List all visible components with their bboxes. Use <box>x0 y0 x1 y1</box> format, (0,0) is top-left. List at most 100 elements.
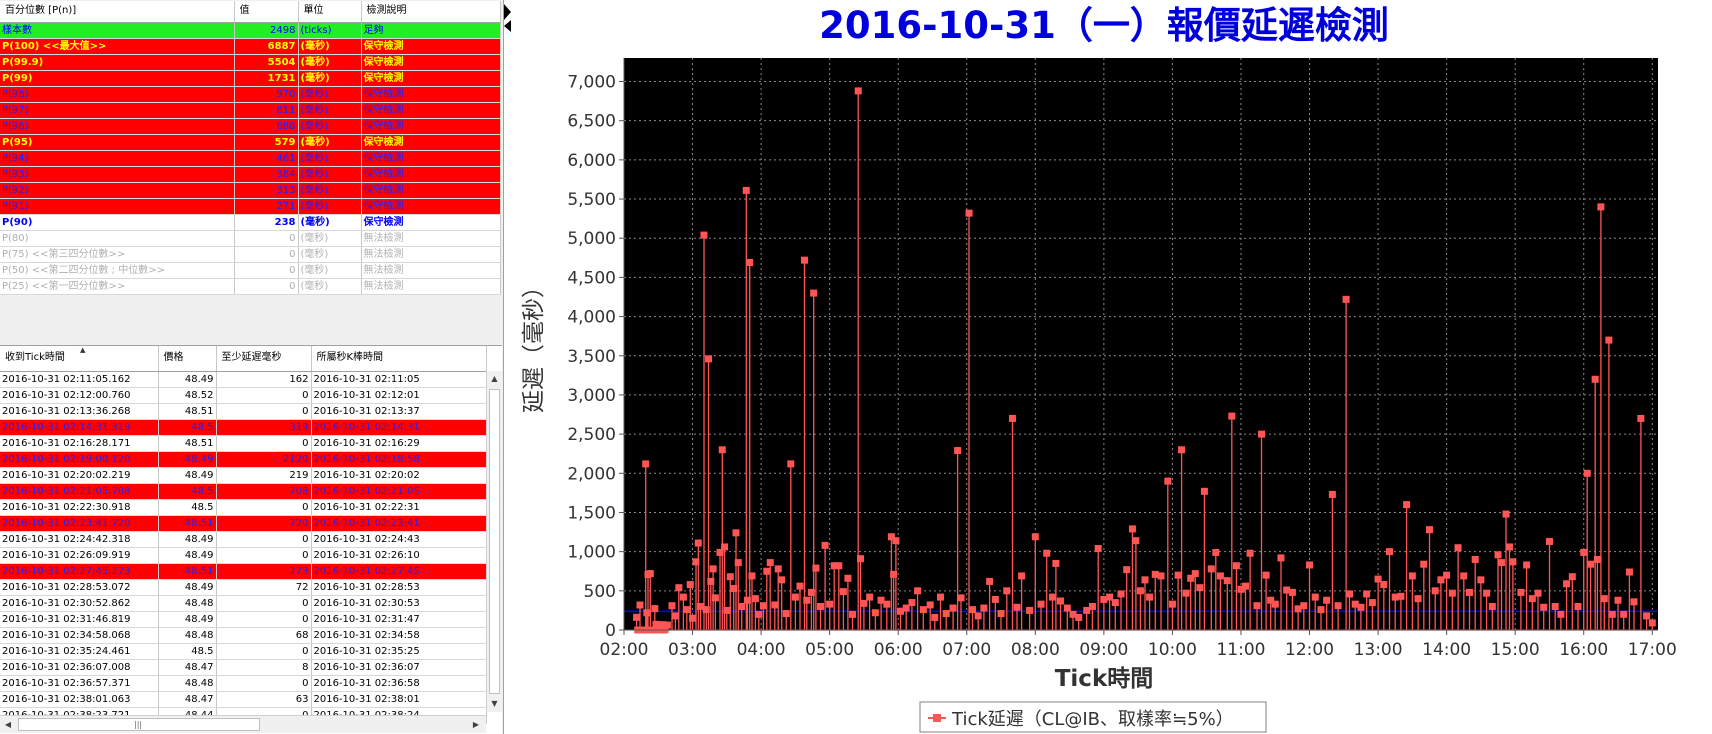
data-point <box>1069 610 1077 618</box>
header-value[interactable]: 值 <box>234 1 299 23</box>
percentile-value: 811 <box>234 102 299 119</box>
tick-row[interactable]: 2016-10-31 02:19:00.120 48.49 2120 2016-10-… <box>0 451 487 468</box>
tick-row[interactable]: 2016-10-31 02:31:46.819 48.49 0 2016-10-31 … <box>0 611 487 628</box>
scroll-up-icon[interactable]: ▲ <box>491 374 498 383</box>
data-point <box>1083 606 1091 614</box>
scroll-left-icon[interactable]: ◀ <box>4 720 12 729</box>
percentile-unit: (毫秒) <box>298 182 362 199</box>
percentile-row[interactable]: P(99.9) 5504 (毫秒) 保守檢測 <box>0 54 501 71</box>
percentile-description: 保守檢測 <box>361 38 501 55</box>
data-point <box>791 593 799 601</box>
percentile-row[interactable]: P(80) 0 (毫秒) 無法檢測 <box>0 230 501 247</box>
data-point <box>1368 599 1376 607</box>
tick-row[interactable]: 2016-10-31 02:13:36.268 48.51 0 2016-10-31 … <box>0 403 487 420</box>
header-percentile[interactable]: 百分位數 [P(n)] <box>0 1 235 23</box>
panel-splitter[interactable] <box>504 0 512 734</box>
data-point <box>1294 605 1302 613</box>
tick-time: 2016-10-31 02:23:41.720 <box>0 515 159 532</box>
percentile-row[interactable]: P(92) 313 (毫秒) 保守檢測 <box>0 182 501 199</box>
tick-row[interactable]: 2016-10-31 02:28:53.072 48.49 72 2016-10-31… <box>0 579 487 596</box>
percentile-row[interactable]: P(97) 811 (毫秒) 保守檢測 <box>0 102 501 119</box>
percentile-description: 保守檢測 <box>361 54 501 71</box>
tick-row[interactable]: 2016-10-31 02:30:52.862 48.48 0 2016-10-31 … <box>0 595 487 612</box>
data-point <box>1517 588 1525 596</box>
tick-delay: 72 <box>216 579 312 596</box>
tick-row[interactable]: 2016-10-31 02:34:58.068 48.48 68 2016-10-31… <box>0 627 487 644</box>
data-point <box>1497 559 1505 567</box>
data-point <box>743 596 751 604</box>
tick-row[interactable]: 2016-10-31 02:36:07.008 48.47 8 2016-10-31 … <box>0 659 487 676</box>
percentile-label: P(91) <box>0 198 235 215</box>
tick-price: 48.48 <box>158 627 217 644</box>
data-point <box>1008 414 1016 422</box>
percentile-row[interactable]: P(93) 384 (毫秒) 保守檢測 <box>0 166 501 183</box>
collapse-left-icon[interactable] <box>504 20 511 32</box>
vertical-scroll-thumb[interactable] <box>489 389 500 694</box>
tick-time: 2016-10-31 02:26:09.919 <box>0 547 159 564</box>
data-point <box>1505 543 1513 551</box>
data-point <box>782 610 790 618</box>
header-tick-time[interactable]: 收到Tick時間 ▲ <box>0 346 159 372</box>
tick-row[interactable]: 2016-10-31 02:12:00.760 48.52 0 2016-10-31 … <box>0 387 487 404</box>
tick-row[interactable]: 2016-10-31 02:36:57.371 48.48 0 2016-10-31 … <box>0 675 487 692</box>
tick-delay: 0 <box>216 403 312 420</box>
data-point <box>1300 602 1308 610</box>
percentile-row[interactable]: P(75) <<第三四分位數>> 0 (毫秒) 無法檢測 <box>0 246 501 263</box>
percentile-row[interactable]: P(50) <<第二四分位數 ; 中位數>> 0 (毫秒) 無法檢測 <box>0 262 501 279</box>
tick-row[interactable]: 2016-10-31 02:38:01.063 48.47 63 2016-10-31… <box>0 691 487 708</box>
data-point <box>1168 600 1176 608</box>
percentile-row[interactable]: P(96) 688 (毫秒) 保守檢測 <box>0 118 501 135</box>
tick-row[interactable]: 2016-10-31 02:22:30.918 48.5 0 2016-10-31 0… <box>0 499 487 516</box>
y-tick-label: 2,000 <box>567 464 616 484</box>
data-point <box>689 614 697 622</box>
tick-row[interactable]: 2016-10-31 02:21:05.708 48.5 708 2016-10-31… <box>0 483 487 500</box>
percentile-row[interactable]: P(94) 461 (毫秒) 保守檢測 <box>0 150 501 167</box>
horizontal-scroll-thumb[interactable]: ||| <box>18 718 260 731</box>
tick-row[interactable]: 2016-10-31 02:14:31.319 48.5 319 2016-10-31… <box>0 419 487 436</box>
header-bar-time[interactable]: 所屬秒K棒時間 <box>311 346 487 372</box>
percentile-row[interactable]: P(100) <<最大值>> 6887 (毫秒) 保守檢測 <box>0 38 501 55</box>
data-point <box>1574 602 1582 610</box>
tick-row[interactable]: 2016-10-31 02:26:09.919 48.49 0 2016-10-31 … <box>0 547 487 564</box>
data-point <box>1141 576 1149 584</box>
data-point <box>1551 602 1559 610</box>
tick-price: 48.5 <box>158 499 217 516</box>
percentile-row[interactable]: P(95) 579 (毫秒) 保守檢測 <box>0 134 501 151</box>
tick-delay: 0 <box>216 547 312 564</box>
y-tick-label: 1,000 <box>567 543 616 563</box>
tick-delay: 0 <box>216 675 312 692</box>
data-point <box>1593 555 1601 563</box>
tick-delay: 0 <box>216 531 312 548</box>
percentile-row[interactable]: P(25) <<第一四分位數>> 0 (毫秒) 無法檢測 <box>0 278 501 295</box>
percentile-row[interactable]: P(99) 1731 (毫秒) 保守檢測 <box>0 70 501 87</box>
data-point <box>643 609 651 617</box>
vertical-scrollbar[interactable]: ▲ ▼ <box>486 371 502 712</box>
data-point <box>1605 336 1613 344</box>
scroll-down-icon[interactable]: ▼ <box>491 699 498 708</box>
tick-row[interactable]: 2016-10-31 02:11:05.162 48.49 162 2016-10-3… <box>0 371 487 388</box>
percentile-row[interactable]: P(91) 271 (毫秒) 保守檢測 <box>0 198 501 215</box>
data-point <box>1178 446 1186 454</box>
header-price[interactable]: 價格 <box>158 346 217 372</box>
tick-bar-time: 2016-10-31 02:31:47 <box>311 611 487 628</box>
tick-row[interactable]: 2016-10-31 02:35:24.461 48.5 0 2016-10-31 0… <box>0 643 487 660</box>
tick-bar-time: 2016-10-31 02:28:53 <box>311 579 487 596</box>
percentile-row[interactable]: P(90) 238 (毫秒) 保守檢測 <box>0 214 501 231</box>
tick-row[interactable]: 2016-10-31 02:20:02.219 48.49 219 2016-10-3… <box>0 467 487 484</box>
header-description[interactable]: 檢測說明 <box>361 1 501 23</box>
horizontal-scrollbar[interactable]: ◀ ||| ▶ <box>0 715 486 733</box>
tick-row[interactable]: 2016-10-31 02:23:41.720 48.51 720 2016-10-3… <box>0 515 487 532</box>
tick-row[interactable]: 2016-10-31 02:24:42.318 48.49 0 2016-10-31 … <box>0 531 487 548</box>
percentile-row[interactable]: P(98) 970 (毫秒) 保守檢測 <box>0 86 501 103</box>
data-point <box>1408 572 1416 580</box>
percentile-row[interactable]: 樣本數 2498 (ticks) 足夠 <box>0 22 501 39</box>
header-min-delay[interactable]: 至少延遲毫秒 <box>216 346 312 372</box>
tick-time: 2016-10-31 02:12:00.760 <box>0 387 159 404</box>
scroll-right-icon[interactable]: ▶ <box>472 720 480 729</box>
expand-right-icon[interactable] <box>504 4 511 20</box>
header-unit[interactable]: 單位 <box>298 1 362 23</box>
data-point <box>1625 568 1633 576</box>
tick-row[interactable]: 2016-10-31 02:16:28.171 48.51 0 2016-10-31 … <box>0 435 487 452</box>
percentile-unit: (毫秒) <box>298 166 362 183</box>
tick-row[interactable]: 2016-10-31 02:27:45.273 48.51 273 2016-10-3… <box>0 563 487 580</box>
